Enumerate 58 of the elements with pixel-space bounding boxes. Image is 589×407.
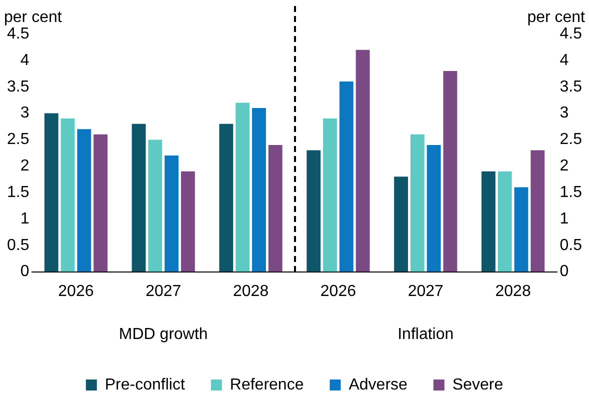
bar: [514, 187, 528, 272]
y2-axis-title: per cent: [527, 9, 586, 26]
bar: [219, 124, 234, 272]
bar: [339, 82, 354, 272]
y-tick-label: 0.5: [6, 236, 30, 254]
x-tick-label: 2027: [408, 282, 444, 300]
legend-label: Pre-conflict: [104, 376, 186, 394]
y2-tick-label: 3: [560, 104, 569, 122]
y-tick-label: 3.5: [6, 78, 30, 96]
bar: [443, 70, 458, 272]
bar: [252, 108, 266, 272]
y2-tick-label: 4.5: [560, 25, 582, 42]
x-tick-label: 2026: [58, 282, 94, 300]
bar: [132, 124, 146, 272]
x-tick-label: 2028: [232, 282, 269, 300]
y-axis-title: per cent: [4, 9, 62, 26]
y2-tick-label: 2.5: [560, 131, 582, 148]
text: MDD growth: [118, 326, 208, 343]
y-tick-label: 4.5: [6, 25, 30, 42]
y2-tick-label: 1: [560, 210, 569, 228]
y2-tick-label: 3.5: [560, 78, 582, 96]
bar: [94, 134, 108, 272]
bar: [148, 140, 162, 272]
y-tick-label: 4: [20, 52, 30, 69]
bar: [164, 156, 179, 272]
y2-tick-label: 4: [560, 52, 569, 69]
y-tick-label: 2.5: [6, 131, 30, 148]
bar: [410, 134, 424, 272]
y-tick-label: 1: [20, 210, 30, 228]
bar: [498, 171, 512, 272]
bar: [426, 144, 441, 272]
bar: [180, 171, 195, 272]
bar: [44, 113, 58, 272]
x-tick-label: 2028: [495, 282, 531, 300]
bar: [236, 102, 250, 272]
y2-tick-label: 2: [560, 158, 569, 175]
y-tick-label: 1.5: [6, 184, 30, 201]
bar: [268, 144, 282, 272]
legend-label: Reference: [230, 376, 304, 394]
y2-tick-label: 0: [560, 263, 569, 280]
y-tick-label: 3: [20, 104, 30, 122]
x-tick-label: 2027: [146, 282, 182, 300]
bar: [306, 150, 321, 272]
legend-label: Severe: [452, 376, 504, 394]
bar: [323, 118, 337, 272]
bar: [60, 118, 75, 272]
legend-label: Adverse: [348, 376, 408, 394]
y-tick-label: 0: [20, 263, 30, 280]
text: Inflation: [398, 326, 454, 343]
bar: [394, 176, 408, 272]
y2-tick-label: 1.5: [560, 184, 582, 201]
bar: [530, 150, 545, 272]
y-tick-label: 2: [20, 158, 30, 175]
x-tick-label: 2026: [320, 282, 356, 300]
bar: [481, 171, 496, 272]
bar: [77, 129, 92, 272]
bar: [356, 50, 370, 272]
y2-tick-label: 0.5: [560, 236, 582, 254]
